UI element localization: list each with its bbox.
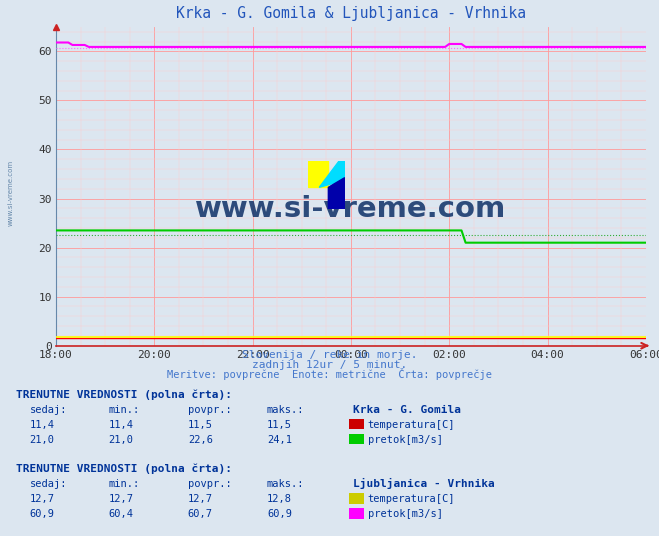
Text: min.:: min.: [109, 405, 140, 415]
Text: 11,5: 11,5 [267, 420, 292, 430]
Text: 12,7: 12,7 [30, 494, 55, 504]
Text: 12,7: 12,7 [188, 494, 213, 504]
Text: sedaj:: sedaj: [30, 479, 67, 489]
Text: 11,4: 11,4 [109, 420, 134, 430]
Text: pretok[m3/s]: pretok[m3/s] [368, 509, 443, 519]
Text: 60,7: 60,7 [188, 509, 213, 519]
Title: Krka - G. Gomila & Ljubljanica - Vrhnika: Krka - G. Gomila & Ljubljanica - Vrhnika [176, 6, 526, 21]
Text: pretok[m3/s]: pretok[m3/s] [368, 435, 443, 445]
Polygon shape [328, 178, 345, 209]
Text: 60,4: 60,4 [109, 509, 134, 519]
Text: www.si-vreme.com: www.si-vreme.com [8, 160, 14, 226]
Text: 21,0: 21,0 [30, 435, 55, 445]
Text: 60,9: 60,9 [30, 509, 55, 519]
Text: Krka - G. Gomila: Krka - G. Gomila [353, 405, 461, 415]
Text: TRENUTNE VREDNOSTI (polna črta):: TRENUTNE VREDNOSTI (polna črta): [16, 464, 233, 474]
Text: povpr.:: povpr.: [188, 479, 231, 489]
Text: temperatura[C]: temperatura[C] [368, 420, 455, 430]
Text: Slovenija / reke in morje.: Slovenija / reke in morje. [242, 350, 417, 360]
Text: zadnjih 12ur / 5 minut.: zadnjih 12ur / 5 minut. [252, 360, 407, 370]
Text: www.si-vreme.com: www.si-vreme.com [195, 195, 507, 222]
Polygon shape [308, 161, 328, 188]
Text: 11,5: 11,5 [188, 420, 213, 430]
Text: povpr.:: povpr.: [188, 405, 231, 415]
Text: Ljubljanica - Vrhnika: Ljubljanica - Vrhnika [353, 478, 494, 489]
Polygon shape [320, 161, 345, 188]
Text: 22,6: 22,6 [188, 435, 213, 445]
Text: Meritve: povprečne  Enote: metrične  Črta: povprečje: Meritve: povprečne Enote: metrične Črta:… [167, 368, 492, 381]
Text: temperatura[C]: temperatura[C] [368, 494, 455, 504]
Text: 12,7: 12,7 [109, 494, 134, 504]
Text: maks.:: maks.: [267, 405, 304, 415]
Text: 11,4: 11,4 [30, 420, 55, 430]
Text: 60,9: 60,9 [267, 509, 292, 519]
Text: 21,0: 21,0 [109, 435, 134, 445]
Text: min.:: min.: [109, 479, 140, 489]
Text: 24,1: 24,1 [267, 435, 292, 445]
Text: sedaj:: sedaj: [30, 405, 67, 415]
Text: TRENUTNE VREDNOSTI (polna črta):: TRENUTNE VREDNOSTI (polna črta): [16, 389, 233, 400]
Text: 12,8: 12,8 [267, 494, 292, 504]
Text: maks.:: maks.: [267, 479, 304, 489]
